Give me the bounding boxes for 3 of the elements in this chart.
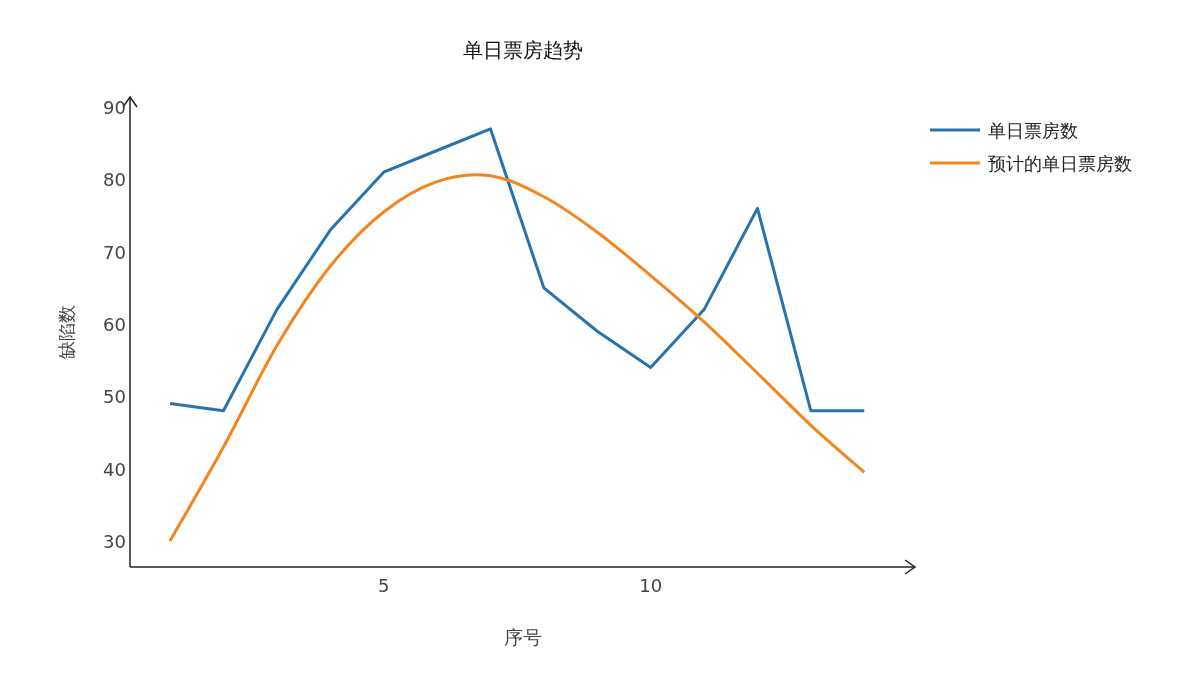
xlabel: 序号 (503, 626, 542, 648)
ylabel: 缺陷数 (56, 305, 77, 359)
title: 单日票房趋势 (462, 38, 583, 62)
